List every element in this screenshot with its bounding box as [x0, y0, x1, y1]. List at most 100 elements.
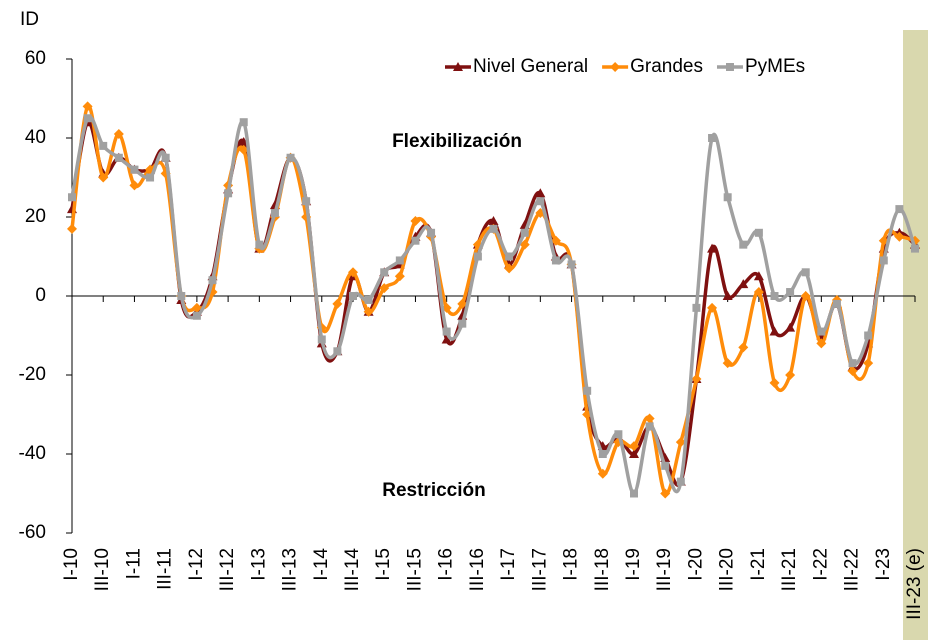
point	[99, 141, 108, 150]
point	[786, 288, 795, 297]
estimate-band	[903, 30, 928, 640]
point	[785, 322, 796, 332]
point	[879, 256, 888, 265]
point	[629, 441, 639, 452]
x-tick-label: III-15	[404, 548, 425, 591]
point	[785, 370, 796, 380]
point	[427, 228, 436, 237]
point	[332, 298, 343, 309]
x-tick-label: III-16	[467, 548, 488, 591]
y-tick-label: 60	[25, 48, 46, 69]
point	[536, 197, 545, 206]
point	[864, 331, 873, 340]
point	[567, 260, 576, 269]
point	[614, 430, 623, 439]
x-tick-label: III-14	[342, 548, 363, 592]
x-tick-label: I-14	[311, 548, 332, 581]
x-tick-label: I-21	[748, 548, 769, 581]
y-tick-label: 0	[35, 285, 46, 306]
point	[770, 292, 779, 300]
y-tick-label: -20	[19, 364, 46, 385]
point	[239, 118, 248, 127]
point	[895, 205, 904, 214]
x-tick-label: I-11	[123, 548, 144, 579]
point	[224, 189, 233, 198]
point	[738, 342, 749, 353]
x-tick-label: I-12	[186, 548, 207, 581]
series-line	[70, 104, 916, 496]
point	[395, 256, 404, 265]
point	[675, 437, 686, 448]
x-tick-label: I-19	[623, 548, 644, 581]
point	[317, 335, 326, 344]
point	[769, 326, 780, 336]
x-tick-label: III-19	[654, 548, 675, 591]
legend-label: Grandes	[630, 56, 703, 77]
point	[441, 334, 452, 344]
point	[723, 193, 732, 202]
point	[192, 311, 201, 320]
point	[208, 276, 217, 285]
point	[238, 144, 249, 155]
point	[863, 358, 874, 369]
x-tick-label: I-17	[498, 548, 519, 581]
point	[847, 366, 858, 377]
point	[832, 299, 841, 308]
point	[535, 188, 546, 198]
point	[191, 302, 202, 313]
point	[473, 252, 482, 261]
point	[488, 215, 499, 225]
point	[363, 306, 374, 317]
x-tick-label: III-10	[92, 548, 113, 591]
legend-marker	[725, 63, 734, 71]
point	[708, 134, 717, 142]
point	[692, 303, 701, 312]
series-line	[70, 120, 917, 487]
annotation: Restricción	[382, 480, 485, 501]
point	[676, 477, 685, 486]
point	[817, 327, 826, 336]
x-tick-label: III-23 (e)	[904, 548, 925, 620]
point	[505, 252, 514, 261]
point	[348, 267, 358, 278]
x-tick-label: I-10	[61, 548, 82, 581]
point	[660, 488, 671, 499]
x-tick-label: I-22	[810, 548, 831, 581]
x-tick-label: III-18	[592, 548, 613, 591]
point	[83, 114, 92, 123]
point	[707, 302, 718, 313]
legend-label: PyMEs	[745, 56, 805, 77]
point	[801, 268, 810, 277]
point	[458, 319, 467, 328]
legend-label: Nivel General	[473, 56, 588, 77]
x-tick-label: I-16	[436, 548, 457, 581]
y-tick-label: 40	[25, 127, 46, 148]
point	[519, 239, 530, 250]
point	[349, 292, 357, 300]
point	[645, 422, 654, 431]
point	[753, 271, 764, 281]
point	[442, 327, 451, 336]
point	[255, 240, 264, 249]
point	[644, 413, 655, 424]
point	[707, 243, 718, 253]
point	[410, 215, 421, 226]
point	[333, 347, 342, 356]
y-tick-label: -40	[19, 443, 46, 464]
y-tick-label: 20	[25, 206, 46, 227]
point	[114, 153, 123, 162]
x-tick-label: I-20	[685, 548, 706, 581]
point	[738, 279, 749, 289]
point	[583, 386, 592, 395]
point	[597, 468, 608, 479]
point	[598, 450, 607, 458]
legend-marker	[453, 62, 463, 71]
point	[113, 129, 124, 140]
point	[489, 224, 498, 233]
point	[769, 377, 780, 388]
point	[754, 228, 763, 237]
point	[161, 153, 170, 162]
x-tick-label: III-20	[717, 548, 738, 591]
annotation: Flexibilización	[392, 131, 522, 152]
